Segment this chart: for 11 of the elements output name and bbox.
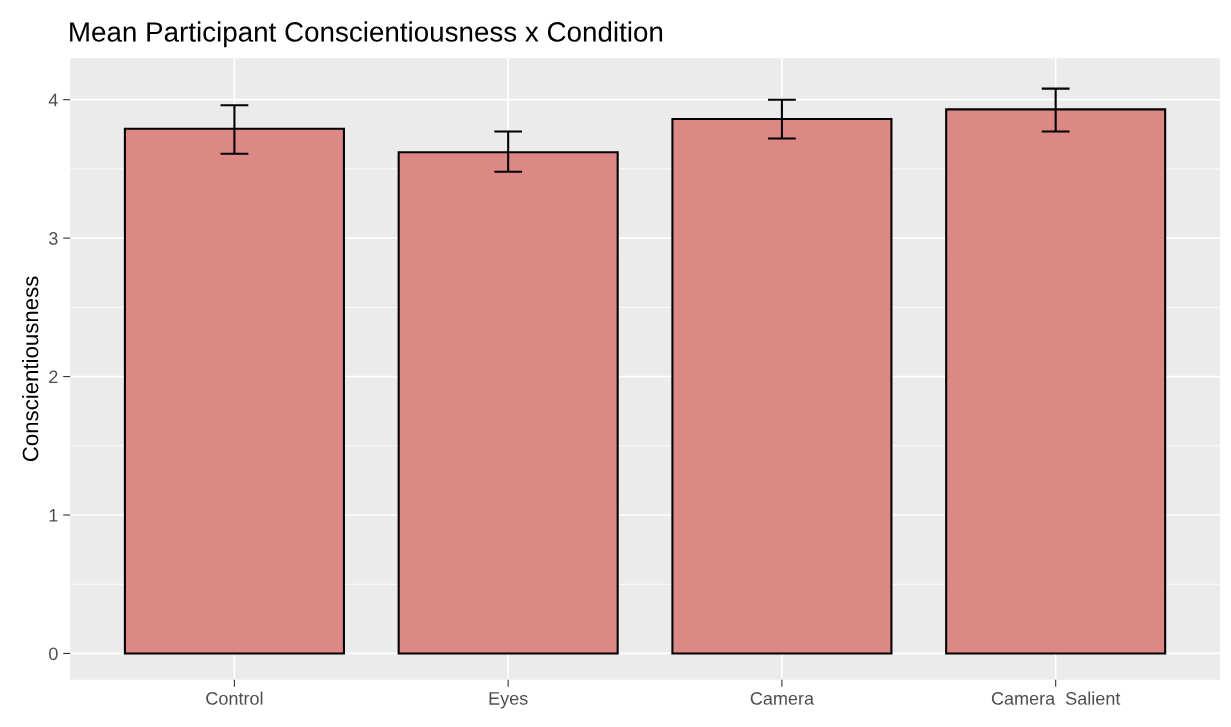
chart-title: Mean Participant Conscientiousness x Condition bbox=[70, 21, 663, 48]
y-tick-label: 1 bbox=[49, 509, 58, 522]
x-tick-label: Eyes bbox=[489, 692, 528, 709]
x-tick-label: Camera bbox=[750, 692, 815, 705]
y-tick-label: 4 bbox=[48, 93, 58, 107]
x-tick-label: Control bbox=[206, 691, 263, 705]
y-tick-label: 0 bbox=[49, 647, 58, 661]
y-tick-label: 3 bbox=[49, 232, 58, 245]
y-tick-label: 2 bbox=[49, 370, 58, 384]
x-tick-label: Camera Salient bbox=[991, 691, 1121, 705]
y-axis-title: Conscientiousness bbox=[22, 276, 39, 462]
